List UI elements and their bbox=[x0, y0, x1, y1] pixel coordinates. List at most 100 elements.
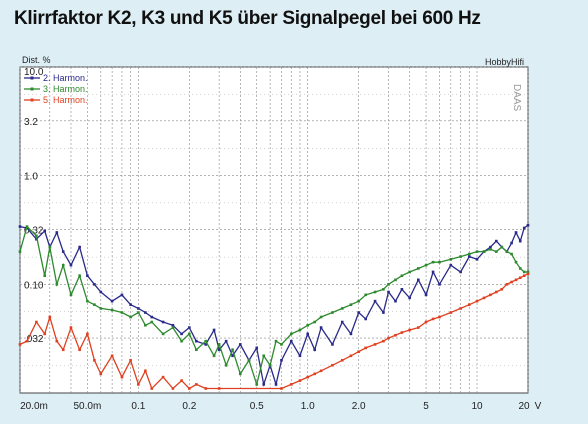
data-point bbox=[319, 369, 323, 373]
data-point bbox=[526, 223, 530, 227]
data-point bbox=[357, 350, 360, 353]
chart-title: Klirrfaktor K2, K3 und K5 über Signalpeg… bbox=[14, 8, 481, 29]
data-point bbox=[424, 293, 428, 297]
data-point bbox=[144, 311, 147, 314]
data-point bbox=[331, 343, 334, 346]
data-point bbox=[373, 343, 377, 346]
data-point bbox=[78, 274, 81, 278]
data-point bbox=[495, 250, 498, 253]
data-point bbox=[61, 348, 65, 352]
data-point bbox=[400, 288, 404, 291]
data-point bbox=[35, 320, 38, 324]
data-point bbox=[255, 346, 259, 350]
data-point bbox=[204, 343, 208, 346]
data-point bbox=[129, 303, 132, 306]
data-point bbox=[268, 363, 272, 367]
y-axis-label: Dist. % bbox=[22, 55, 51, 65]
data-point bbox=[489, 293, 492, 297]
data-point bbox=[86, 332, 89, 336]
data-point bbox=[313, 348, 317, 352]
data-point bbox=[489, 245, 492, 249]
data-point bbox=[510, 241, 513, 245]
data-point bbox=[86, 274, 89, 278]
data-point bbox=[25, 225, 29, 228]
data-point bbox=[61, 250, 65, 253]
data-point bbox=[43, 332, 47, 336]
data-point bbox=[306, 323, 309, 327]
data-point bbox=[289, 339, 293, 343]
data-point bbox=[69, 263, 73, 267]
data-point bbox=[467, 303, 471, 306]
data-point bbox=[475, 257, 479, 261]
data-point bbox=[495, 239, 498, 243]
y-tick-label: 0.10 bbox=[24, 280, 44, 291]
x-tick-label: 20.0m bbox=[20, 401, 48, 412]
x-tick-label: 0.5 bbox=[250, 401, 264, 412]
data-point bbox=[510, 252, 513, 256]
data-point bbox=[239, 343, 242, 346]
data-point bbox=[424, 263, 428, 267]
y-tick-label: 1.0 bbox=[24, 172, 38, 183]
x-axis-unit: V bbox=[535, 401, 542, 412]
data-point bbox=[224, 363, 228, 367]
data-point bbox=[500, 288, 504, 291]
data-point bbox=[373, 290, 377, 294]
y-tick-label: .032 bbox=[24, 334, 44, 345]
data-point bbox=[298, 379, 302, 382]
data-point bbox=[69, 293, 73, 297]
data-point bbox=[408, 296, 411, 300]
data-point bbox=[137, 311, 140, 314]
data-point bbox=[319, 326, 323, 329]
data-point bbox=[86, 299, 89, 303]
data-point bbox=[274, 383, 278, 386]
data-point bbox=[78, 245, 81, 249]
data-point bbox=[364, 293, 367, 297]
data-point bbox=[161, 320, 165, 324]
data-point bbox=[262, 354, 266, 358]
data-point bbox=[212, 354, 216, 358]
data-point bbox=[212, 328, 216, 332]
data-point bbox=[459, 255, 462, 258]
data-point bbox=[438, 283, 441, 286]
data-point bbox=[180, 379, 183, 382]
x-tick-label: 2.0 bbox=[352, 401, 366, 412]
data-point bbox=[417, 326, 420, 329]
data-point bbox=[522, 270, 526, 274]
data-point bbox=[526, 270, 530, 274]
data-point bbox=[518, 239, 522, 243]
data-point bbox=[475, 299, 479, 303]
grid bbox=[19, 66, 529, 393]
data-point bbox=[129, 315, 132, 319]
data-point bbox=[505, 283, 509, 286]
data-point bbox=[482, 296, 486, 300]
data-point bbox=[274, 339, 278, 343]
data-point bbox=[161, 375, 165, 379]
data-point bbox=[171, 387, 175, 390]
data-point bbox=[373, 299, 377, 303]
x-tick-label: 50.0m bbox=[73, 401, 101, 412]
data-point bbox=[400, 274, 404, 278]
legend-marker bbox=[30, 87, 34, 91]
y-tick-labels: 10.0 3.2 1.0 0.32 0.10 .032 bbox=[24, 67, 44, 345]
data-point bbox=[35, 234, 38, 238]
data-point bbox=[331, 311, 334, 314]
data-point bbox=[69, 326, 73, 329]
data-point bbox=[55, 231, 59, 234]
data-point bbox=[262, 383, 266, 386]
data-point bbox=[514, 260, 518, 264]
y-tick-label: 0.32 bbox=[24, 225, 44, 236]
data-point bbox=[500, 245, 504, 249]
data-point bbox=[99, 307, 103, 310]
data-point bbox=[514, 278, 518, 282]
data-point bbox=[510, 280, 513, 284]
data-point bbox=[467, 255, 471, 258]
data-point bbox=[231, 354, 234, 358]
data-point bbox=[150, 315, 154, 319]
data-point bbox=[110, 299, 114, 303]
data-point bbox=[120, 293, 124, 297]
data-point bbox=[357, 299, 360, 303]
data-point bbox=[387, 336, 390, 340]
data-point bbox=[55, 339, 59, 343]
data-point bbox=[408, 270, 411, 274]
data-point bbox=[382, 288, 385, 291]
